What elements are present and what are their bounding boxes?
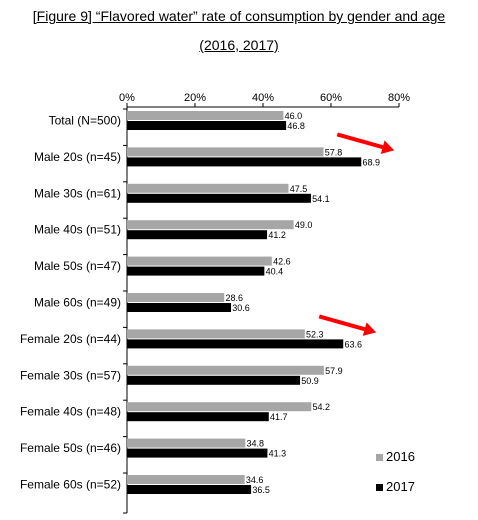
x-tick-label: 0% xyxy=(119,92,135,104)
category-label: Male 60s (n=49) xyxy=(34,296,121,310)
data-label-2016: 57.9 xyxy=(325,366,343,376)
data-label-2016: 57.8 xyxy=(325,147,343,157)
bar-2016 xyxy=(127,329,305,339)
annotation-arrow-shaft xyxy=(336,132,384,150)
bar-2017 xyxy=(127,266,265,276)
data-label-2016: 49.0 xyxy=(295,220,313,230)
bar-2016 xyxy=(127,365,324,375)
bar-2016 xyxy=(127,438,246,448)
category-label: Female 20s (n=44) xyxy=(20,332,121,346)
category-label: Male 50s (n=47) xyxy=(34,259,121,273)
bar-2016 xyxy=(127,111,284,120)
data-label-2017: 63.6 xyxy=(344,339,362,349)
x-tick-label: 20% xyxy=(184,92,206,104)
x-tick-label: 80% xyxy=(388,92,410,104)
legend-swatch-2017 xyxy=(376,484,383,491)
x-tick-label: 40% xyxy=(252,92,274,104)
bar-2017 xyxy=(127,303,232,312)
bar-2017 xyxy=(127,157,362,167)
chart-title: [Figure 9] “Flavored water” rate of cons… xyxy=(32,8,446,24)
bar-2016 xyxy=(127,402,312,412)
bar-2016 xyxy=(127,183,289,193)
bar-2016 xyxy=(127,293,225,302)
bar-2017 xyxy=(127,121,287,130)
data-label-2017: 41.3 xyxy=(269,449,287,459)
category-label: Female 40s (n=48) xyxy=(20,405,121,419)
bar-2017 xyxy=(127,412,269,422)
x-tick-label: 60% xyxy=(320,92,342,104)
data-label-2017: 41.7 xyxy=(270,412,288,422)
data-label-2016: 47.5 xyxy=(290,184,308,194)
data-label-2017: 68.9 xyxy=(362,157,380,167)
data-label-2017: 40.4 xyxy=(266,267,284,277)
bar-2017 xyxy=(127,485,252,494)
legend-swatch-2016 xyxy=(376,454,383,461)
data-label-2016: 54.2 xyxy=(313,402,331,412)
annotation-arrow-head xyxy=(362,322,377,336)
category-label: Male 40s (n=51) xyxy=(34,223,121,237)
data-label-2016: 28.6 xyxy=(225,293,243,303)
annotation-arrow-head xyxy=(380,140,395,154)
annotation-arrow-shaft xyxy=(318,314,366,332)
category-label: Female 60s (n=52) xyxy=(20,478,121,492)
chart-subtitle: (2016, 2017) xyxy=(199,37,279,53)
data-label-2017: 50.9 xyxy=(301,376,319,386)
bar-2016 xyxy=(127,220,294,230)
data-label-2016: 42.6 xyxy=(273,257,291,267)
data-label-2016: 34.6 xyxy=(246,475,264,485)
bar-2017 xyxy=(127,193,311,203)
category-label: Male 30s (n=61) xyxy=(34,186,121,200)
category-label: Female 50s (n=46) xyxy=(20,441,121,455)
bar-2016 xyxy=(127,256,272,266)
data-label-2017: 36.5 xyxy=(252,485,270,495)
bar-2017 xyxy=(127,448,268,458)
data-label-2016: 46.0 xyxy=(285,111,303,121)
data-label-2017: 46.8 xyxy=(287,121,305,131)
data-label-2017: 54.1 xyxy=(312,194,330,204)
data-label-2017: 30.6 xyxy=(232,303,250,313)
bar-2017 xyxy=(127,375,301,385)
data-label-2016: 52.3 xyxy=(306,329,324,339)
data-label-2016: 34.8 xyxy=(247,439,265,449)
legend-label-2017: 2017 xyxy=(386,479,415,494)
category-label: Male 20s (n=45) xyxy=(34,150,121,164)
bar-2016 xyxy=(127,147,324,157)
bar-2016 xyxy=(127,475,245,484)
category-label: Female 30s (n=57) xyxy=(20,368,121,382)
bar-2017 xyxy=(127,339,344,349)
legend-label-2016: 2016 xyxy=(386,449,415,464)
data-label-2017: 41.2 xyxy=(268,230,286,240)
category-label: Total (N=500) xyxy=(49,114,121,128)
bar-2017 xyxy=(127,230,268,240)
